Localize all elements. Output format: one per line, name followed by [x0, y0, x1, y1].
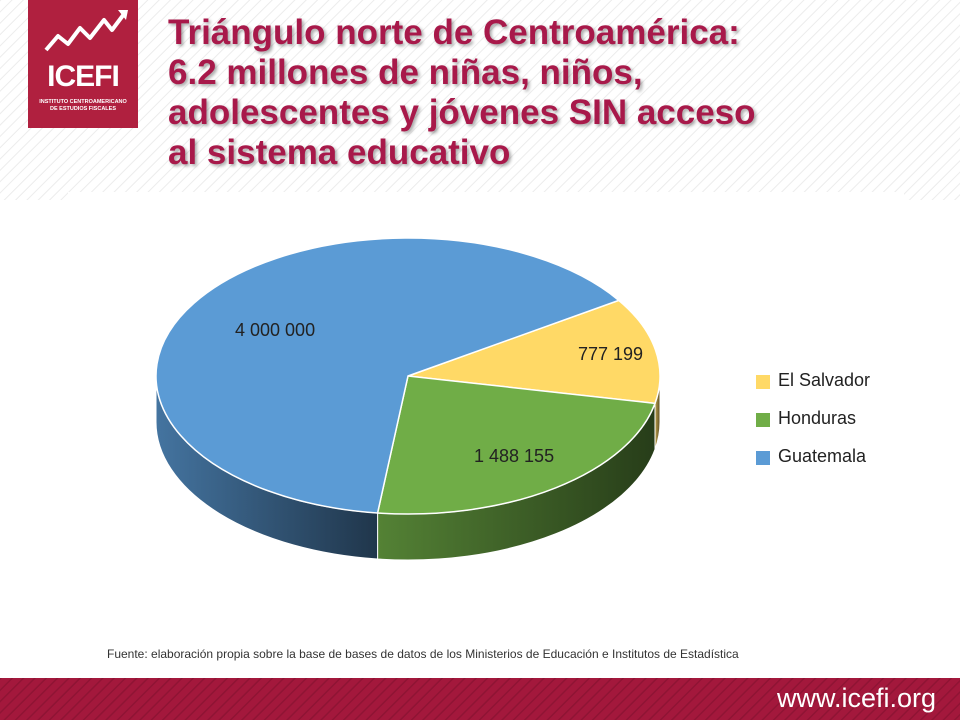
footer-bar: www.icefi.org [0, 678, 960, 720]
source-note: Fuente: elaboración propia sobre la base… [107, 647, 739, 661]
legend-label: Honduras [778, 408, 857, 428]
logo-name: ICEFI [47, 60, 120, 93]
slide-title: Triángulo norte de Centroamérica: 6.2 mi… [168, 13, 928, 173]
title-line-1: Triángulo norte de Centroamérica: [168, 13, 740, 52]
pie-slice-el-salvador [407, 299, 661, 405]
legend-swatch [756, 413, 770, 427]
data-label-guatemala: 4 000 000 [235, 320, 316, 340]
trend-line-icon [44, 10, 128, 52]
legend-swatch [756, 375, 770, 389]
title-line-4: al sistema educativo [168, 133, 511, 172]
title-line-3: adolescentes y jóvenes SIN acceso [168, 93, 756, 132]
icefi-logo: ICEFI INSTITUTO CENTROAMERICANO DE ESTUD… [28, 0, 138, 128]
footer-stripes [0, 678, 960, 720]
data-label-honduras: 1 488 155 [474, 446, 555, 466]
legend-swatch [756, 451, 770, 465]
title-line-2: 6.2 millones de niñas, niños, [168, 53, 643, 92]
pie-chart [155, 237, 661, 561]
pie-slice-guatemala [155, 237, 621, 514]
chart-area: El Salvador Honduras Guatemala 777 199 1 48… [68, 192, 904, 632]
logo-subtitle-2: DE ESTUDIOS FISCALES [49, 106, 116, 112]
legend-label: El Salvador [778, 370, 871, 390]
data-label-el-salvador: 777 199 [578, 344, 644, 364]
logo-subtitle-1: INSTITUTO CENTROAMERICANO [39, 99, 127, 105]
legend-label: Guatemala [778, 446, 867, 466]
footer-url[interactable]: www.icefi.org [776, 683, 936, 713]
pie-slice-honduras [376, 375, 657, 515]
